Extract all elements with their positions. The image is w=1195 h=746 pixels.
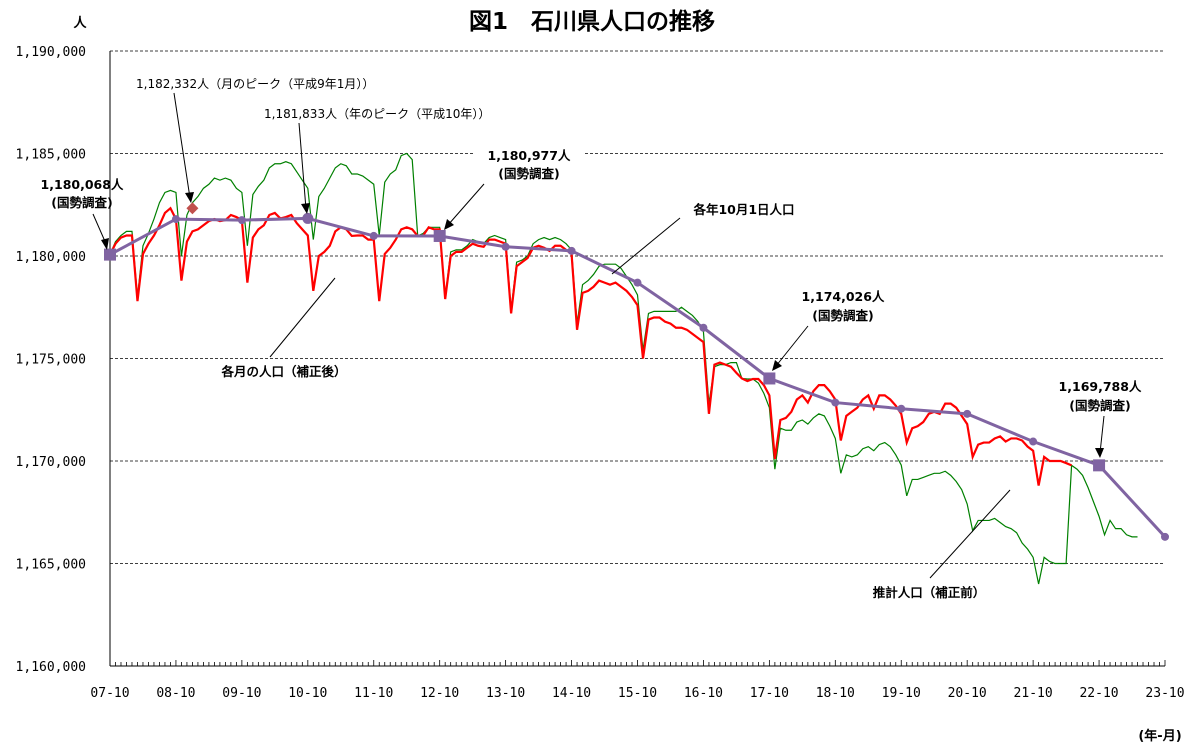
annotation-month-peak-arrow [185,192,194,203]
y-tick-label: 1,190,000 [16,45,86,60]
gridlines [110,50,1165,564]
annotation-year-peak: 1,181,833人（年のピーク（平成10年）） [264,107,490,214]
annotation-census-17-note: (国勢調査) [812,308,873,323]
annotation-census-07: 1,180,068人 (国勢調査) [41,177,124,250]
y-tick-label: 1,165,000 [16,558,86,573]
annotation-october-leader [611,217,681,275]
annotation-census-22-bg [1046,374,1154,418]
annotation-census-17-value: 1,174,026人 [802,289,885,304]
october-point [171,215,180,224]
x-tick-label: 11-10 [354,686,393,701]
x-tick-label: 07-10 [90,686,129,701]
annotation-census-12-value: 1,180,977人 [488,148,571,163]
annotation-census-22-note: (国勢調査) [1069,398,1130,413]
annotation-estimated-label: 推計人口（補正前） [873,489,1011,600]
annotation-census-17: 1,174,026人 (国勢調査) [772,285,896,371]
annotation-census-12-bg [474,145,584,187]
y-tick-labels: 1,160,000 1,165,000 1,170,000 1,175,000 1,18… [16,45,86,675]
october-census-marker [763,372,776,385]
x-tick-label: 16-10 [684,686,723,701]
y-axis-unit: 人 [73,15,87,31]
x-tick-label: 15-10 [618,686,657,701]
annotation-october-text: 各年10月1日人口 [692,202,794,217]
annotation-census-22-leader [1099,415,1105,454]
october-census-marker [433,229,446,242]
x-tick-label: 12-10 [420,686,459,701]
annotation-census-07-arrow [101,238,109,250]
annotation-monthly-leader [269,277,336,358]
annotation-census-17-arrow [772,360,782,371]
october-point [831,398,840,407]
x-tick-label: 08-10 [156,686,195,701]
october-point [369,231,378,240]
x-tick-label: 20-10 [948,686,987,701]
october-point [567,246,576,255]
annotation-census-12-arrow [444,219,454,230]
axes [109,51,1166,667]
x-tick-label: 23-10 [1145,686,1184,701]
annotation-estimated-leader [929,489,1011,579]
october-point [302,212,314,224]
annotation-month-peak-text: 1,182,332人（月のピーク（平成9年1月）） [136,77,374,91]
annotation-monthly-text: 各月の人口（補正後） [220,364,346,379]
october-point [237,216,246,225]
annotation-census-22: 1,169,788人 (国勢調査) [1046,374,1154,458]
x-tick-label: 13-10 [486,686,525,701]
october-point [963,409,972,418]
chart-title: 図1 石川県人口の推移 [469,9,715,35]
x-tick-label: 19-10 [882,686,921,701]
x-axis-unit: (年-月) [1138,728,1181,744]
x-tick-label: 21-10 [1014,686,1053,701]
x-tick-label: 22-10 [1079,686,1118,701]
annotation-census-12-leader [447,183,485,226]
annotation-october-label: 各年10月1日人口 [611,198,816,275]
annotation-census-12-note: (国勢調査) [498,166,559,181]
annotation-census-22-arrow [1095,448,1104,458]
annotation-monthly-label: 各月の人口（補正後） [220,277,347,379]
october-point [501,242,510,251]
y-tick-label: 1,160,000 [16,660,86,675]
annotation-census-07-value: 1,180,068人 [41,177,124,192]
x-tick-label: 18-10 [816,686,855,701]
x-tick-labels: 07-10 08-10 09-10 10-10 11-10 12-10 13-10 14-10… [90,686,1184,701]
annotation-census-07-note: (国勢調査) [51,195,112,210]
x-tick-label: 17-10 [750,686,789,701]
october-point [1029,437,1038,446]
annotation-census-17-bg [790,285,896,327]
annotation-year-peak-arrow [301,203,310,214]
annotation-month-peak: 1,182,332人（月のピーク（平成9年1月）） [136,77,374,203]
october-point [1161,532,1169,541]
y-tick-label: 1,175,000 [16,353,86,368]
october-point [897,404,906,413]
annotation-month-peak-leader [173,92,191,199]
october-point [699,323,708,332]
annotation-census-22-value: 1,169,788人 [1059,379,1142,394]
y-tick-label: 1,170,000 [16,455,86,470]
annotation-year-peak-leader [298,122,307,210]
annotation-year-peak-text: 1,181,833人（年のピーク（平成10年）） [264,107,490,121]
annotation-census-12: 1,180,977人 (国勢調査) [444,145,584,230]
october-census-marker [1093,459,1106,472]
y-tick-label: 1,180,000 [16,250,86,265]
y-tick-label: 1,185,000 [16,148,86,163]
x-tick-label: 09-10 [222,686,261,701]
october-census-marker [104,248,116,261]
month-peak-marker [186,202,199,215]
series-monthly-adjusted-line [109,206,1073,486]
annotation-estimated-text: 推計人口（補正前） [873,585,986,600]
annotation-october-bg [672,198,816,220]
annotation-census-17-leader [775,325,809,367]
october-point [633,278,642,287]
x-tick-label: 10-10 [288,686,327,701]
x-tick-label: 14-10 [552,686,591,701]
october-markers [104,202,1169,541]
series-estimated-unadjusted-line [109,152,1138,585]
